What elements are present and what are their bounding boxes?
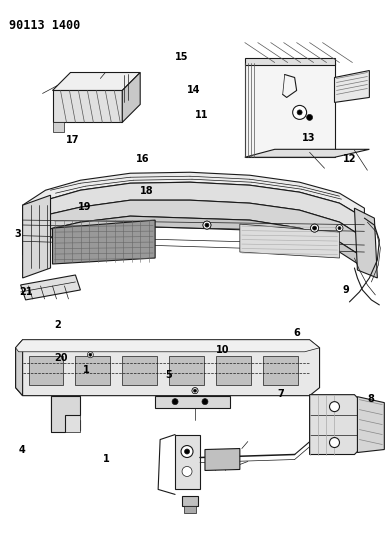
Polygon shape — [21, 275, 81, 300]
Text: 14: 14 — [187, 85, 200, 95]
Polygon shape — [263, 356, 298, 385]
Polygon shape — [23, 195, 50, 278]
Circle shape — [338, 227, 341, 230]
Circle shape — [310, 224, 319, 232]
Circle shape — [192, 387, 198, 394]
Text: 10: 10 — [216, 345, 230, 356]
Circle shape — [330, 402, 339, 411]
Polygon shape — [155, 395, 230, 408]
Polygon shape — [52, 91, 122, 123]
Text: 6: 6 — [293, 328, 300, 338]
Polygon shape — [16, 340, 319, 395]
Polygon shape — [50, 395, 81, 432]
Polygon shape — [245, 58, 335, 64]
Circle shape — [292, 106, 307, 119]
Polygon shape — [52, 123, 65, 132]
Text: 90113 1400: 90113 1400 — [9, 19, 80, 31]
Polygon shape — [16, 340, 23, 395]
Circle shape — [203, 221, 211, 229]
Text: 2: 2 — [54, 320, 61, 330]
Polygon shape — [75, 356, 110, 385]
Text: 5: 5 — [165, 370, 172, 381]
Text: 19: 19 — [78, 202, 91, 212]
Text: 11: 11 — [195, 110, 208, 120]
Polygon shape — [50, 395, 81, 432]
Polygon shape — [182, 496, 198, 506]
Circle shape — [194, 389, 197, 392]
Text: 18: 18 — [140, 186, 154, 196]
Polygon shape — [240, 224, 339, 258]
Text: 20: 20 — [54, 353, 68, 363]
Polygon shape — [335, 70, 369, 102]
Circle shape — [205, 223, 209, 227]
Circle shape — [312, 226, 317, 230]
Polygon shape — [354, 208, 377, 278]
Text: 16: 16 — [136, 154, 150, 164]
Polygon shape — [245, 62, 335, 157]
Polygon shape — [216, 356, 251, 385]
Circle shape — [307, 115, 312, 120]
Polygon shape — [23, 182, 364, 238]
Text: 8: 8 — [368, 394, 374, 405]
Circle shape — [297, 110, 302, 115]
Polygon shape — [23, 172, 364, 218]
Polygon shape — [310, 394, 364, 455]
Text: 1: 1 — [102, 454, 109, 464]
Text: 21: 21 — [19, 287, 33, 297]
Circle shape — [181, 446, 193, 457]
Circle shape — [336, 224, 343, 232]
Circle shape — [182, 466, 192, 477]
Polygon shape — [29, 356, 63, 385]
Circle shape — [185, 449, 190, 454]
Polygon shape — [23, 216, 364, 268]
Text: 7: 7 — [278, 389, 285, 399]
Polygon shape — [122, 72, 140, 123]
Polygon shape — [205, 449, 240, 471]
Text: 12: 12 — [343, 154, 356, 164]
Polygon shape — [184, 506, 196, 513]
Polygon shape — [52, 220, 155, 264]
Text: 17: 17 — [66, 135, 79, 145]
Polygon shape — [245, 149, 369, 157]
Text: 4: 4 — [19, 445, 25, 455]
Text: 3: 3 — [15, 229, 22, 239]
Polygon shape — [169, 356, 204, 385]
Circle shape — [203, 221, 211, 229]
Text: 15: 15 — [175, 52, 188, 61]
Text: 1: 1 — [83, 365, 90, 375]
Polygon shape — [175, 434, 200, 489]
Polygon shape — [23, 200, 364, 258]
Circle shape — [172, 399, 178, 405]
Circle shape — [192, 387, 198, 394]
Polygon shape — [357, 397, 384, 453]
Circle shape — [89, 353, 92, 356]
Polygon shape — [52, 72, 140, 91]
Text: 13: 13 — [302, 133, 315, 143]
Circle shape — [87, 352, 93, 358]
Polygon shape — [16, 340, 319, 352]
Circle shape — [310, 224, 319, 232]
Circle shape — [202, 399, 208, 405]
Polygon shape — [122, 356, 157, 385]
Circle shape — [330, 438, 339, 448]
Text: 9: 9 — [342, 286, 349, 295]
